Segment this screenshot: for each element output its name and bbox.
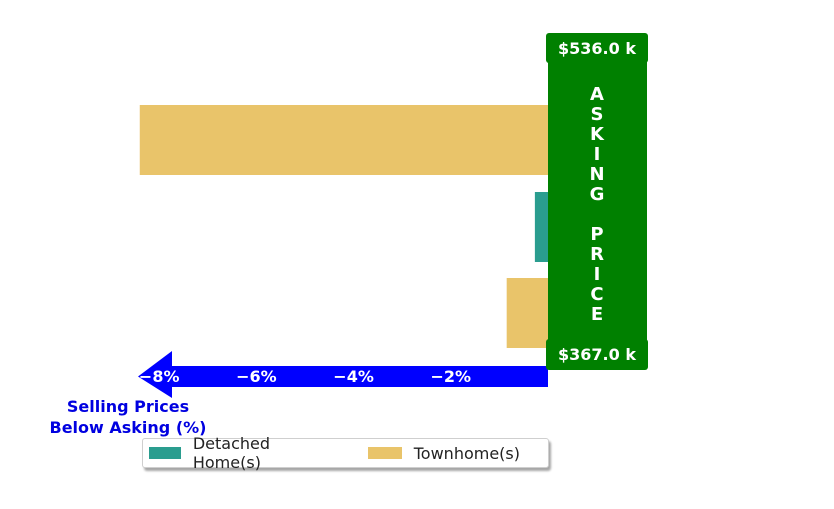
x-tick-label: −4% xyxy=(333,367,374,386)
x-tick-label: −6% xyxy=(236,367,277,386)
bottom-price-badge xyxy=(546,339,648,370)
top-price-badge xyxy=(546,33,648,63)
legend-swatch-detached xyxy=(149,447,181,459)
top-price-label: $536.0 k xyxy=(558,39,636,58)
bar-detached-0 xyxy=(534,192,548,262)
bars xyxy=(139,105,548,348)
legend: Detached Home(s) Townhome(s) xyxy=(142,434,549,472)
legend-label-detached: Detached Home(s) xyxy=(192,434,271,472)
legend-swatch-townhome xyxy=(367,447,402,459)
legend-item-townhome: Townhome(s) xyxy=(367,443,520,463)
bar-townhome-0 xyxy=(139,105,548,175)
bar-townhome-1 xyxy=(506,278,548,348)
legend-item-detached: Detached Home(s) xyxy=(149,434,334,472)
x-tick-labels: −8% −6% −4% −2% xyxy=(139,367,471,386)
bottom-price-label: $367.0 k xyxy=(558,345,636,364)
x-axis-arrow-shape xyxy=(138,351,548,398)
legend-label-townhome: Townhome(s) xyxy=(413,443,520,463)
x-axis-arrow xyxy=(138,351,548,398)
x-tick-label: −8% xyxy=(139,367,180,386)
asking-price-bar xyxy=(548,62,647,340)
x-tick-label: −2% xyxy=(431,367,472,386)
x-axis-label: Selling Prices Below Asking (%) xyxy=(49,397,207,437)
